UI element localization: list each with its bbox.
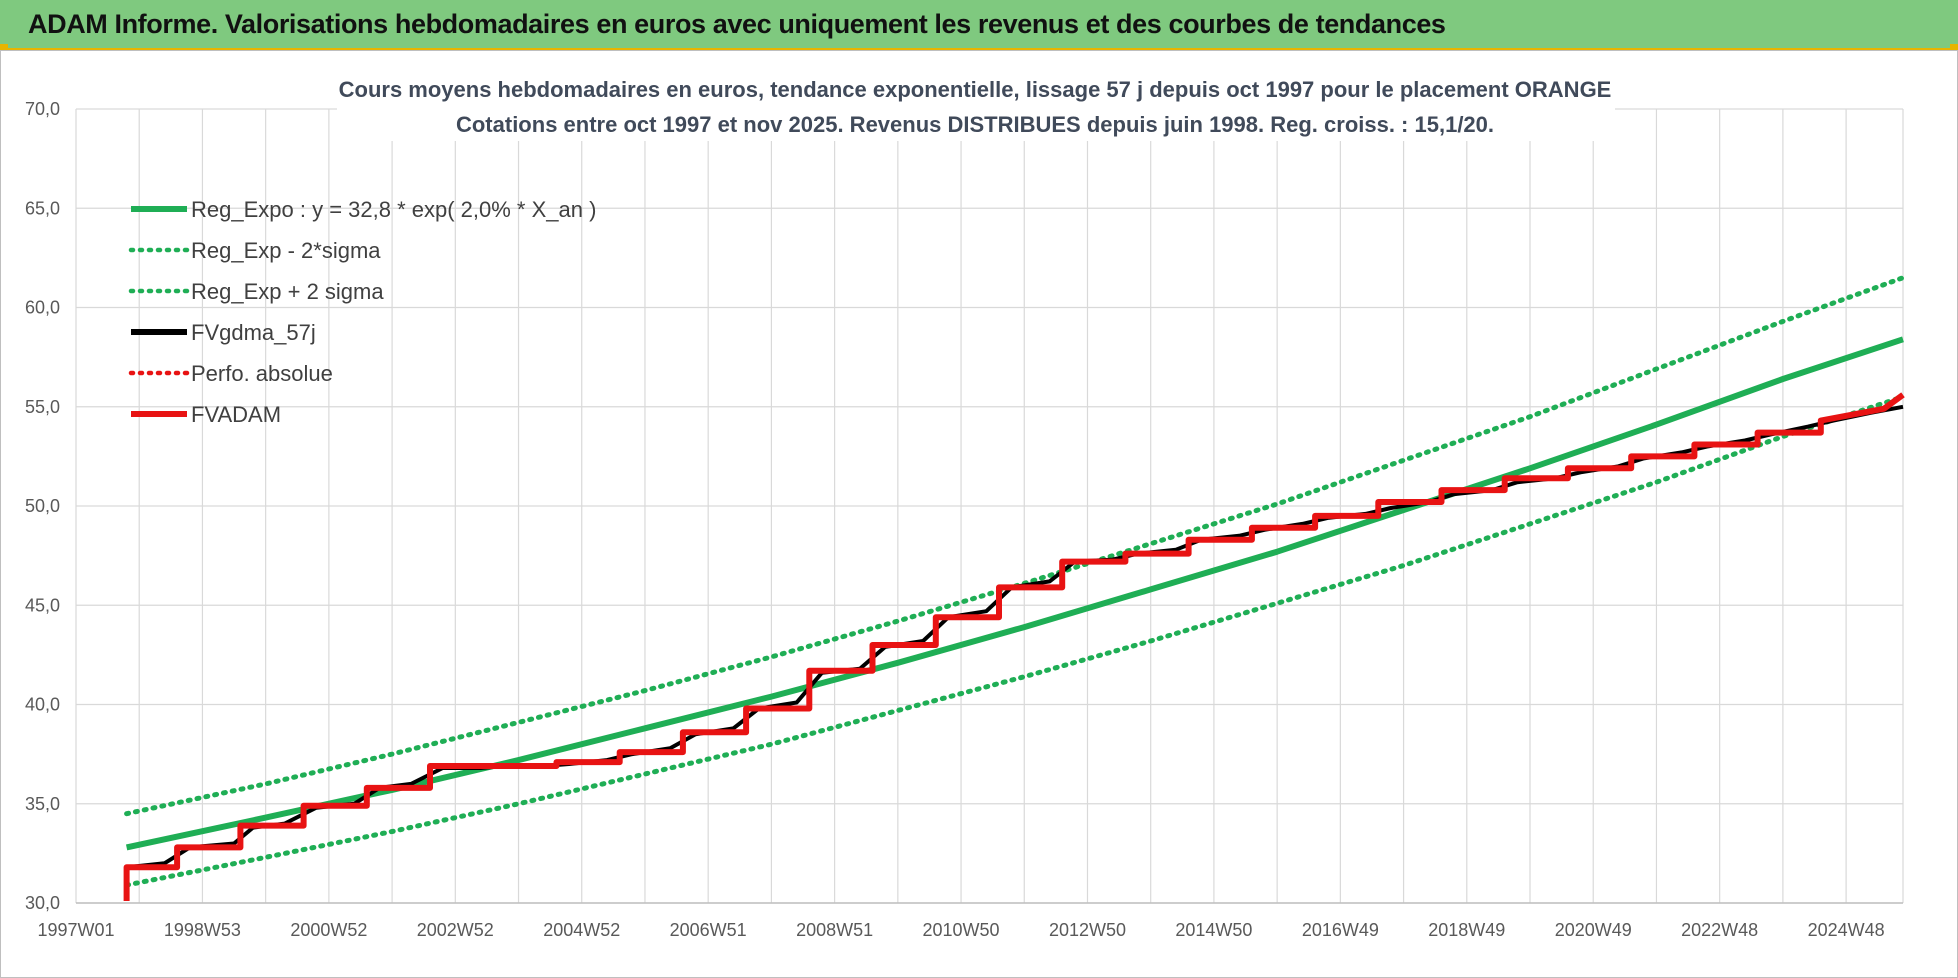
x-tick-label: 2008W51: [796, 920, 873, 940]
x-tick-label: 2004W52: [543, 920, 620, 940]
legend-label-2: Reg_Exp - 2*sigma: [191, 238, 381, 263]
series-line-1: [125, 336, 1904, 851]
series-line-6: [123, 392, 1905, 901]
x-tick-label: 2016W49: [1302, 920, 1379, 940]
series-line-3: [124, 275, 1906, 817]
x-axis: 1997W01 1998W53 2000W52 2002W52 2004W52 2006W…: [37, 920, 1884, 940]
y-tick-label: 45,0: [25, 595, 60, 615]
series-line-2: [124, 394, 1906, 888]
banner-title: ADAM Informe. Valorisations hebdomadaire…: [28, 9, 1446, 39]
x-tick-label: 1997W01: [37, 920, 114, 940]
corner-mark-right: [1950, 44, 1958, 52]
y-tick-label: 60,0: [25, 298, 60, 318]
chart: 30,0 35,0 40,0 45,0 50,0 55,0 60,0 65,0 70,0 199…: [25, 73, 1906, 940]
x-tick-label: 2020W49: [1555, 920, 1632, 940]
y-tick-label: 70,0: [25, 99, 60, 119]
y-tick-label: 40,0: [25, 695, 60, 715]
y-tick-label: 65,0: [25, 198, 60, 218]
legend-label-4: FVgdma_57j: [191, 320, 316, 345]
y-tick-label: 30,0: [25, 893, 60, 913]
legend: Reg_Expo : y = 32,8 * exp( 2,0% * X_an )…: [128, 197, 596, 427]
y-axis: 30,0 35,0 40,0 45,0 50,0 55,0 60,0 65,0 70,0: [25, 99, 60, 913]
x-tick-label: 2014W50: [1175, 920, 1252, 940]
y-tick-label: 55,0: [25, 397, 60, 417]
chart-frame: 30,0 35,0 40,0 45,0 50,0 55,0 60,0 65,0 70,0 199…: [0, 50, 1958, 978]
legend-label-5: Perfo. absolue: [191, 361, 333, 386]
legend-label-1: Reg_Expo : y = 32,8 * exp( 2,0% * X_an ): [191, 197, 596, 222]
corner-mark-left: [0, 44, 8, 52]
grid: [75, 108, 1904, 904]
x-tick-label: 2000W52: [290, 920, 367, 940]
x-tick-label: 2022W48: [1681, 920, 1758, 940]
x-tick-label: 1998W53: [164, 920, 241, 940]
x-tick-label: 2002W52: [417, 920, 494, 940]
banner: ADAM Informe. Valorisations hebdomadaire…: [0, 0, 1958, 50]
y-tick-label: 50,0: [25, 496, 60, 516]
x-tick-label: 2010W50: [923, 920, 1000, 940]
title-background: [337, 73, 1615, 141]
plot-area: [123, 275, 1906, 901]
legend-label-3: Reg_Exp + 2 sigma: [191, 279, 384, 304]
x-tick-label: 2024W48: [1808, 920, 1885, 940]
chart-title: Cours moyens hebdomadaires en euros, ten…: [339, 77, 1612, 102]
x-tick-label: 2012W50: [1049, 920, 1126, 940]
chart-subtitle: Cotations entre oct 1997 et nov 2025. Re…: [456, 112, 1494, 137]
x-tick-label: 2006W51: [670, 920, 747, 940]
x-tick-label: 2018W49: [1428, 920, 1505, 940]
y-tick-label: 35,0: [25, 794, 60, 814]
series-line-4: [124, 404, 1904, 901]
legend-label-6: FVADAM: [191, 402, 281, 427]
